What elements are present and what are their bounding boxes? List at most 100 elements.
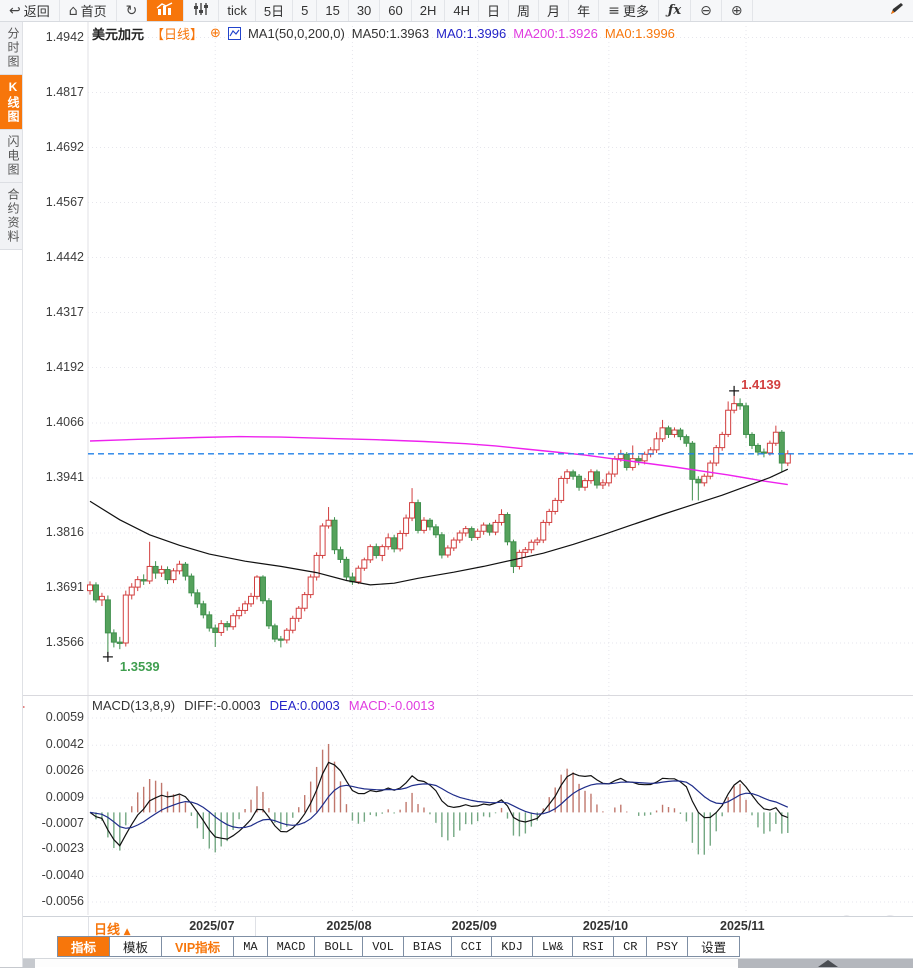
- date-label: 2025/08: [326, 919, 372, 933]
- interval-4h[interactable]: 4H: [445, 0, 480, 21]
- tab-vip-indicators[interactable]: VIP指标: [162, 936, 235, 957]
- macd-axis-label: -0.0056: [41, 894, 84, 908]
- interval-yearly[interactable]: 年: [569, 0, 600, 21]
- price-axis-label: 1.4192: [45, 359, 84, 374]
- period-tag: 【日线】: [151, 27, 204, 42]
- tab-ma[interactable]: MA: [234, 936, 268, 957]
- refresh-button[interactable]: ↻: [117, 0, 148, 21]
- symbol-name: 美元加元: [92, 27, 145, 42]
- price-axis-label: 1.4442: [45, 249, 84, 264]
- ma50-value: MA50:1.3963: [351, 26, 430, 41]
- ma-mini-chart-icon[interactable]: [227, 27, 241, 40]
- tab-templates[interactable]: 模板: [110, 936, 163, 957]
- interval-30m[interactable]: 30: [349, 0, 381, 21]
- more-button[interactable]: ≡ 更多: [599, 0, 659, 21]
- sidebar-item-timeshare-chart[interactable]: 分时图: [0, 22, 22, 75]
- tab-indicators[interactable]: 指标: [57, 936, 111, 957]
- xaxis-separator: [255, 917, 256, 937]
- home-button[interactable]: ⌂ 首页: [60, 0, 117, 21]
- price-axis-label: 1.4317: [45, 304, 84, 319]
- pen-icon: [888, 2, 904, 19]
- formula-fx-button[interactable]: ƒx: [659, 0, 692, 21]
- interval-daily[interactable]: 日: [479, 0, 510, 21]
- tab-vol[interactable]: VOL: [363, 936, 404, 957]
- ma-formula: MA1(50,0,200,0): [247, 26, 345, 41]
- top-toolbar: ↩ 返回 ⌂ 首页 ↻ tick: [0, 0, 913, 22]
- interval-5m[interactable]: 5: [293, 0, 318, 21]
- price-axis-label: 1.4692: [45, 139, 84, 154]
- interval-15m[interactable]: 15: [317, 0, 349, 21]
- ma0-blue-value: MA0:1.3996: [436, 26, 507, 41]
- zoom-out-icon: ⊖: [700, 2, 712, 19]
- zoom-in-icon: ⊕: [730, 2, 743, 19]
- add-indicator-icon[interactable]: ⊕: [210, 26, 221, 41]
- date-label: 2025/10: [582, 919, 629, 933]
- macd-dea-value: DEA:0.0003: [269, 698, 340, 713]
- scrollbar-arrow-icon[interactable]: [818, 960, 838, 967]
- sidebar-item-contract-info[interactable]: 合约资料: [0, 183, 22, 250]
- refresh-icon: ↻: [125, 2, 138, 19]
- main-chart-header: 美元加元 【日线】 ⊕ MA1(50,0,200,0) MA50:1.3963 …: [92, 24, 675, 43]
- tab-kdj[interactable]: KDJ: [492, 936, 533, 957]
- date-label: 2025/11: [720, 919, 765, 933]
- scrollbar-thumb[interactable]: [738, 959, 913, 968]
- sliders-icon: [193, 2, 209, 19]
- tab-bias[interactable]: BIAS: [403, 936, 452, 957]
- tab-psy[interactable]: PSY: [647, 936, 689, 957]
- macd-axis-label: -0.0040: [41, 868, 84, 883]
- macd-axis-label: 0.0009: [45, 790, 84, 804]
- tab-lw[interactable]: LW&: [532, 936, 574, 957]
- macd-formula: MACD(13,8,9): [92, 698, 176, 713]
- fx-icon: ƒx: [667, 3, 682, 18]
- expand-triangle-icon: ▲: [123, 927, 131, 937]
- zoom-in-button[interactable]: ⊕: [722, 0, 753, 21]
- macd-axis-label: 0.0026: [45, 762, 84, 777]
- interval-60m[interactable]: 60: [380, 0, 412, 21]
- price-axis-label: 1.3691: [45, 580, 84, 594]
- home-icon: ⌂: [68, 2, 78, 19]
- ma0-orange-value: MA0:1.3996: [604, 26, 675, 41]
- period-selector-dropdown[interactable]: 日线 ▲: [94, 922, 131, 937]
- candlestick-chart-icon: [156, 2, 174, 19]
- tab-rsi[interactable]: RSI: [573, 936, 615, 957]
- back-arrow-icon: ↩: [9, 2, 21, 19]
- draw-pen-button[interactable]: [879, 0, 913, 21]
- tab-boll[interactable]: BOLL: [315, 936, 364, 957]
- interval-2h[interactable]: 2H: [412, 0, 446, 21]
- xaxis-separator: [88, 917, 89, 937]
- sidebar-item-lightning-chart[interactable]: 闪电图: [0, 130, 22, 183]
- interval-5d[interactable]: 5日: [256, 0, 294, 21]
- interval-weekly[interactable]: 周: [509, 0, 540, 21]
- indicator-sliders-button[interactable]: [184, 0, 220, 21]
- toolbar-spacer: [753, 0, 879, 21]
- date-label: 2025/09: [451, 919, 497, 933]
- price-axis-label: 1.3816: [45, 525, 84, 539]
- tab-cr[interactable]: CR: [614, 936, 648, 957]
- high-price-label: 1.4139: [741, 376, 781, 392]
- more-menu-icon: ≡: [608, 2, 620, 19]
- macd-axis-label: 0.0042: [45, 737, 84, 752]
- macd-axis-label: -0.0023: [41, 841, 84, 856]
- chart-mode-sidebar: 分时图 K线图 闪电图 合约资料: [0, 22, 23, 967]
- ma200-value: MA200:1.3926: [513, 26, 598, 41]
- horizontal-scrollbar[interactable]: [0, 958, 913, 968]
- price-axis-label: 1.4817: [45, 84, 84, 99]
- time-axis-strip: 日线 ▲ 2025/07 2025/08 2025/09 2025/10 2025/11: [0, 916, 913, 937]
- zoom-out-button[interactable]: ⊖: [691, 0, 722, 21]
- macd-value: MACD:-0.0013: [348, 698, 435, 713]
- low-price-label: 1.3539: [119, 658, 160, 674]
- macd-axis-label: -0.0007: [41, 815, 84, 830]
- price-axis-label: 1.3941: [45, 470, 84, 484]
- tab-settings[interactable]: 设置: [688, 936, 741, 957]
- date-label: 2025/07: [189, 919, 235, 933]
- sidebar-item-kline-chart[interactable]: K线图: [0, 75, 22, 130]
- tab-macd[interactable]: MACD: [267, 936, 316, 957]
- back-button[interactable]: ↩ 返回: [0, 0, 60, 21]
- indicator-tab-bar: 指标 模板 VIP指标 MA MACD BOLL VOL BIAS CCI KD…: [0, 936, 913, 958]
- price-axis-label: 1.4066: [45, 415, 84, 429]
- interval-tick[interactable]: tick: [219, 0, 256, 21]
- candlestick-chart-type-button[interactable]: [147, 0, 185, 21]
- tab-cci[interactable]: CCI: [451, 936, 493, 957]
- interval-monthly[interactable]: 月: [539, 0, 570, 21]
